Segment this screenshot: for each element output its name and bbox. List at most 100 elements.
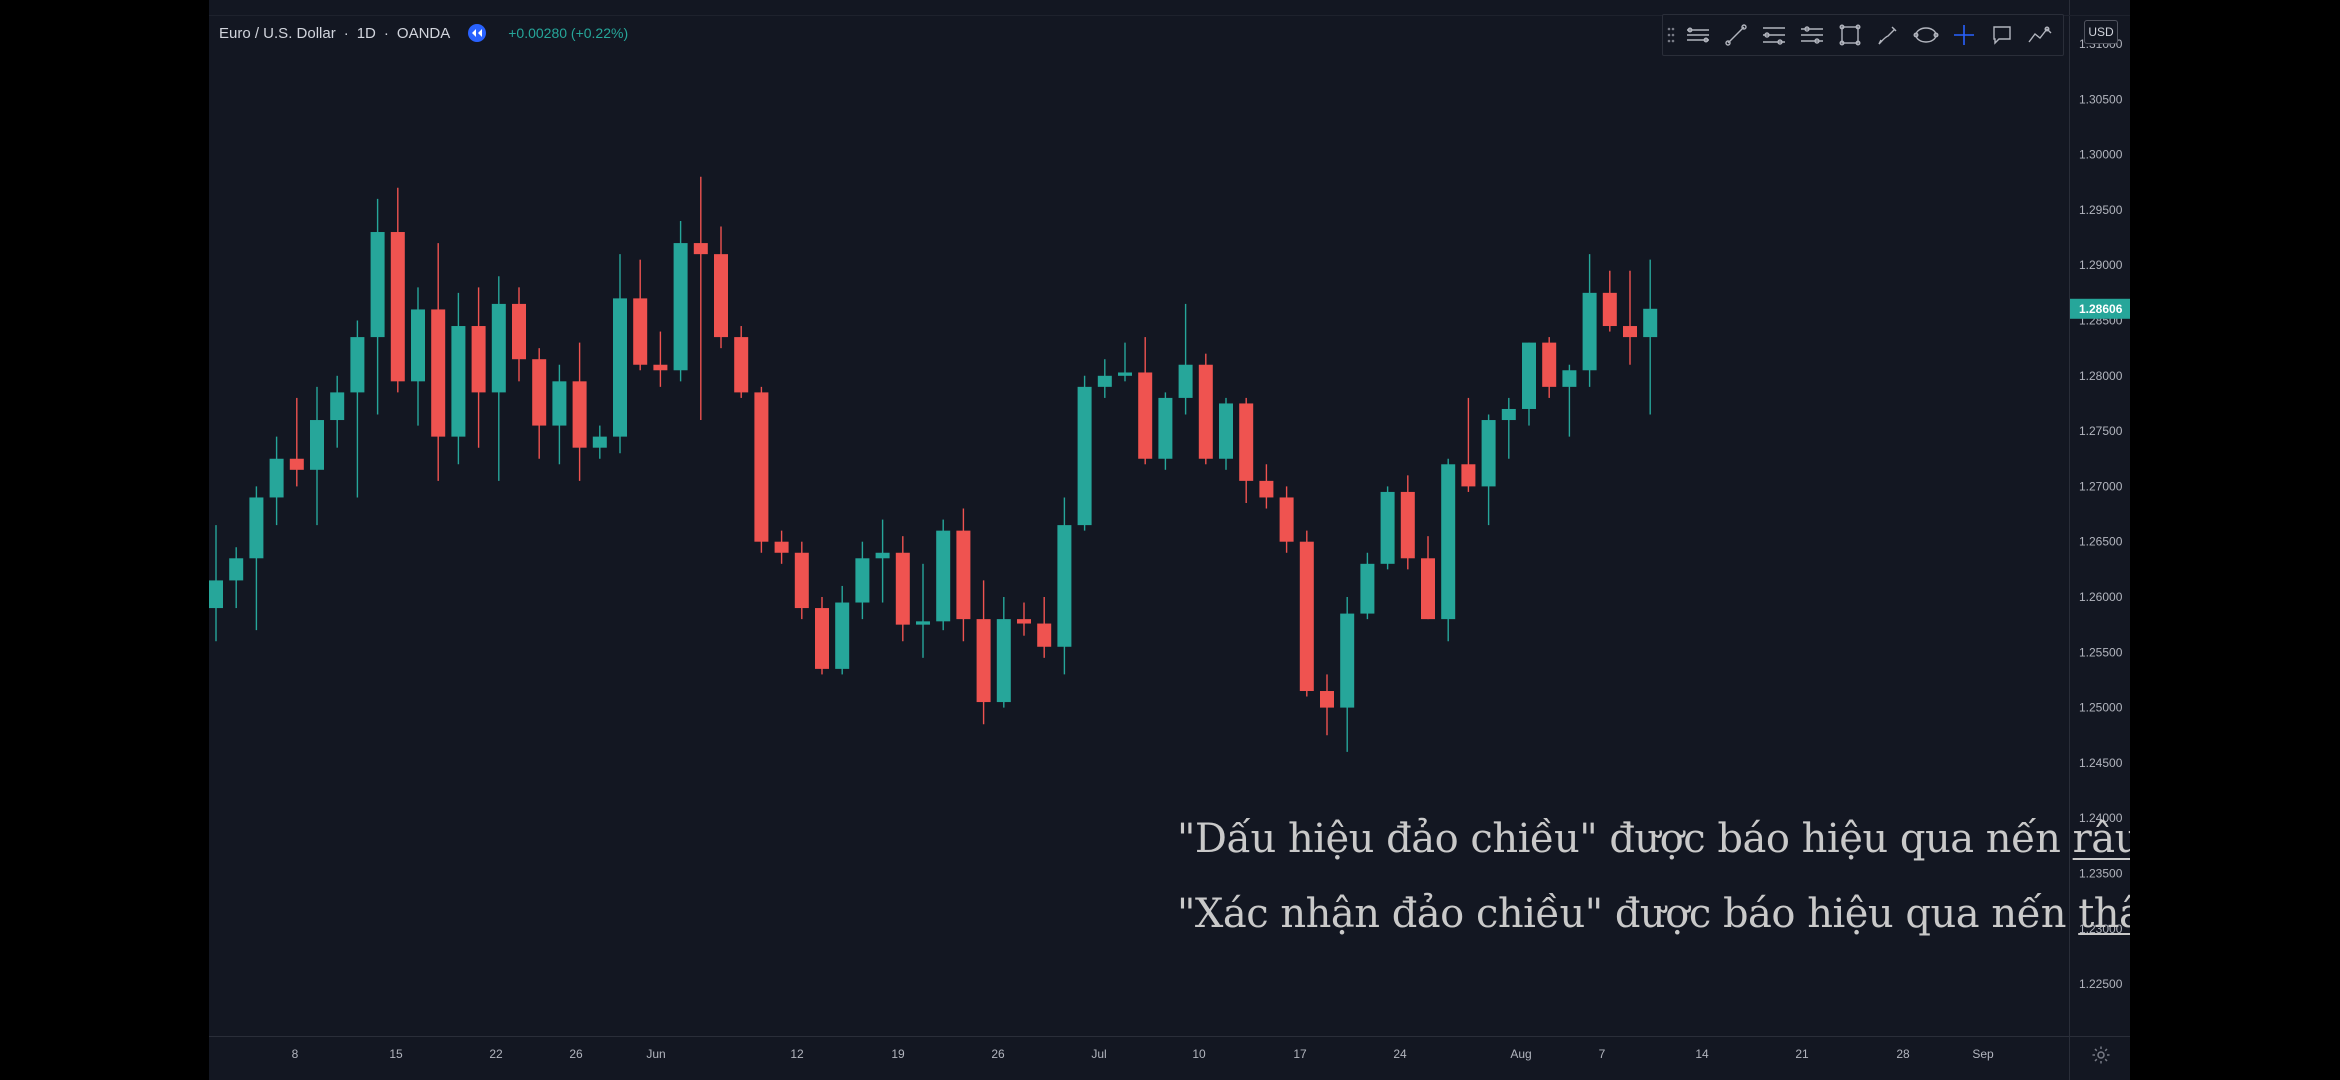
candle-body xyxy=(714,254,728,338)
candle xyxy=(229,547,244,609)
time-axis-label: 10 xyxy=(1192,1047,1206,1061)
parallel-channel-tool[interactable] xyxy=(1679,17,1717,53)
candle xyxy=(1421,536,1435,620)
candle xyxy=(1097,359,1112,398)
candle xyxy=(1380,486,1395,570)
rectangle-tool[interactable] xyxy=(1831,17,1869,53)
candle-body xyxy=(976,619,991,703)
ray-lines-tool[interactable] xyxy=(1793,17,1831,53)
crosshair-icon xyxy=(1954,25,1974,45)
candle-body xyxy=(754,392,769,542)
candle xyxy=(471,287,486,448)
candle-body xyxy=(1340,613,1355,708)
time-axis-label: 28 xyxy=(1896,1047,1910,1061)
candle-body xyxy=(1299,541,1314,692)
exchange-label: OANDA xyxy=(396,24,451,42)
candle-body xyxy=(916,621,930,625)
candle xyxy=(815,597,829,675)
chart-settings-button[interactable] xyxy=(2089,1043,2113,1067)
forecast-tool[interactable] xyxy=(2021,17,2059,53)
candle xyxy=(1501,397,1516,459)
price-axis-label: 1.29500 xyxy=(2079,203,2123,217)
candle-body xyxy=(1461,464,1476,487)
candle-body xyxy=(875,552,890,559)
candle xyxy=(390,187,405,393)
candle-body xyxy=(1542,342,1557,387)
time-axis-label: 15 xyxy=(389,1047,403,1061)
candle-body xyxy=(1057,525,1072,647)
candle-body xyxy=(330,392,345,421)
time-axis-label: 26 xyxy=(991,1047,1005,1061)
candle xyxy=(491,276,506,481)
candle-body xyxy=(1017,619,1031,624)
candle-body xyxy=(229,558,244,581)
candle-body xyxy=(1421,558,1435,620)
candle-body xyxy=(491,303,506,393)
candle-body xyxy=(815,608,829,669)
candle xyxy=(1219,397,1233,470)
candle xyxy=(592,425,607,459)
trend-line-tool[interactable] xyxy=(1717,17,1755,53)
candle xyxy=(956,508,971,642)
annotation-line-2: "Xác nhận đảo chiều" được báo hiệu qua n… xyxy=(1177,891,2130,937)
rewind-icon xyxy=(472,29,483,37)
candle xyxy=(269,436,284,526)
time-axis-label: Sep xyxy=(1972,1047,1994,1061)
candle-body xyxy=(1360,563,1375,614)
candle-body xyxy=(653,364,668,371)
price-axis-label: 1.23500 xyxy=(2079,867,2123,881)
candle-body xyxy=(1077,386,1092,526)
candle xyxy=(310,386,324,526)
candle xyxy=(1400,475,1415,570)
annotation-line-1: "Dấu hiệu đảo chiều" được báo hiệu qua n… xyxy=(1177,816,2130,862)
candle-body xyxy=(1380,491,1395,564)
candle xyxy=(734,326,749,398)
candle xyxy=(1441,458,1456,642)
candle xyxy=(431,243,446,481)
candle xyxy=(1461,397,1476,492)
time-axis-label: 21 xyxy=(1795,1047,1809,1061)
price-chart[interactable]: 1.310001.305001.300001.295001.290001.285… xyxy=(209,0,2130,1080)
candle xyxy=(1138,337,1153,465)
candle-body xyxy=(1138,372,1153,459)
candle xyxy=(693,176,708,421)
brush-tool[interactable] xyxy=(1869,17,1907,53)
candle xyxy=(794,541,809,620)
candle-body xyxy=(1441,464,1456,620)
candle-body xyxy=(1158,397,1173,459)
currency-badge[interactable]: USD xyxy=(2084,20,2118,44)
candle-body xyxy=(956,530,971,620)
candle xyxy=(249,486,264,631)
candle-body xyxy=(855,558,870,603)
candle-body xyxy=(996,619,1011,703)
candle xyxy=(1320,674,1334,736)
interval-label[interactable]: 1D xyxy=(356,24,376,42)
price-axis-label: 1.26000 xyxy=(2079,590,2123,604)
candle-body xyxy=(1643,308,1658,338)
candle xyxy=(209,525,223,642)
candle xyxy=(1360,552,1375,620)
candle-body xyxy=(1522,342,1536,409)
forecast-icon xyxy=(2028,26,2052,43)
crosshair-tool[interactable] xyxy=(1945,17,1983,53)
drag-handle-icon[interactable] xyxy=(1667,25,1675,45)
candle-body xyxy=(411,309,425,382)
parallel-channel-icon xyxy=(1687,27,1709,43)
time-axis-label: 8 xyxy=(292,1047,299,1061)
time-axis-label: 26 xyxy=(569,1047,583,1061)
time-axis-label: 22 xyxy=(489,1047,503,1061)
symbol-name[interactable]: Euro / U.S. Dollar xyxy=(219,24,336,42)
drawing-toolbar xyxy=(1662,14,2064,56)
candle-body xyxy=(350,337,365,393)
trend-line-icon xyxy=(1725,24,1747,46)
legend-separator: · xyxy=(343,24,349,42)
price-axis-label: 1.29000 xyxy=(2079,258,2123,272)
candle xyxy=(370,198,385,415)
ellipse-tool[interactable] xyxy=(1907,17,1945,53)
horizontal-lines-tool[interactable] xyxy=(1755,17,1793,53)
candle-body xyxy=(1501,408,1516,421)
chart-frame[interactable]: 1.31000 1.30500 1.30000 1.29500 1.29000 1.285… xyxy=(209,0,2130,1080)
candle xyxy=(875,519,890,603)
comment-tool[interactable] xyxy=(1983,17,2021,53)
replay-button[interactable] xyxy=(468,24,487,42)
